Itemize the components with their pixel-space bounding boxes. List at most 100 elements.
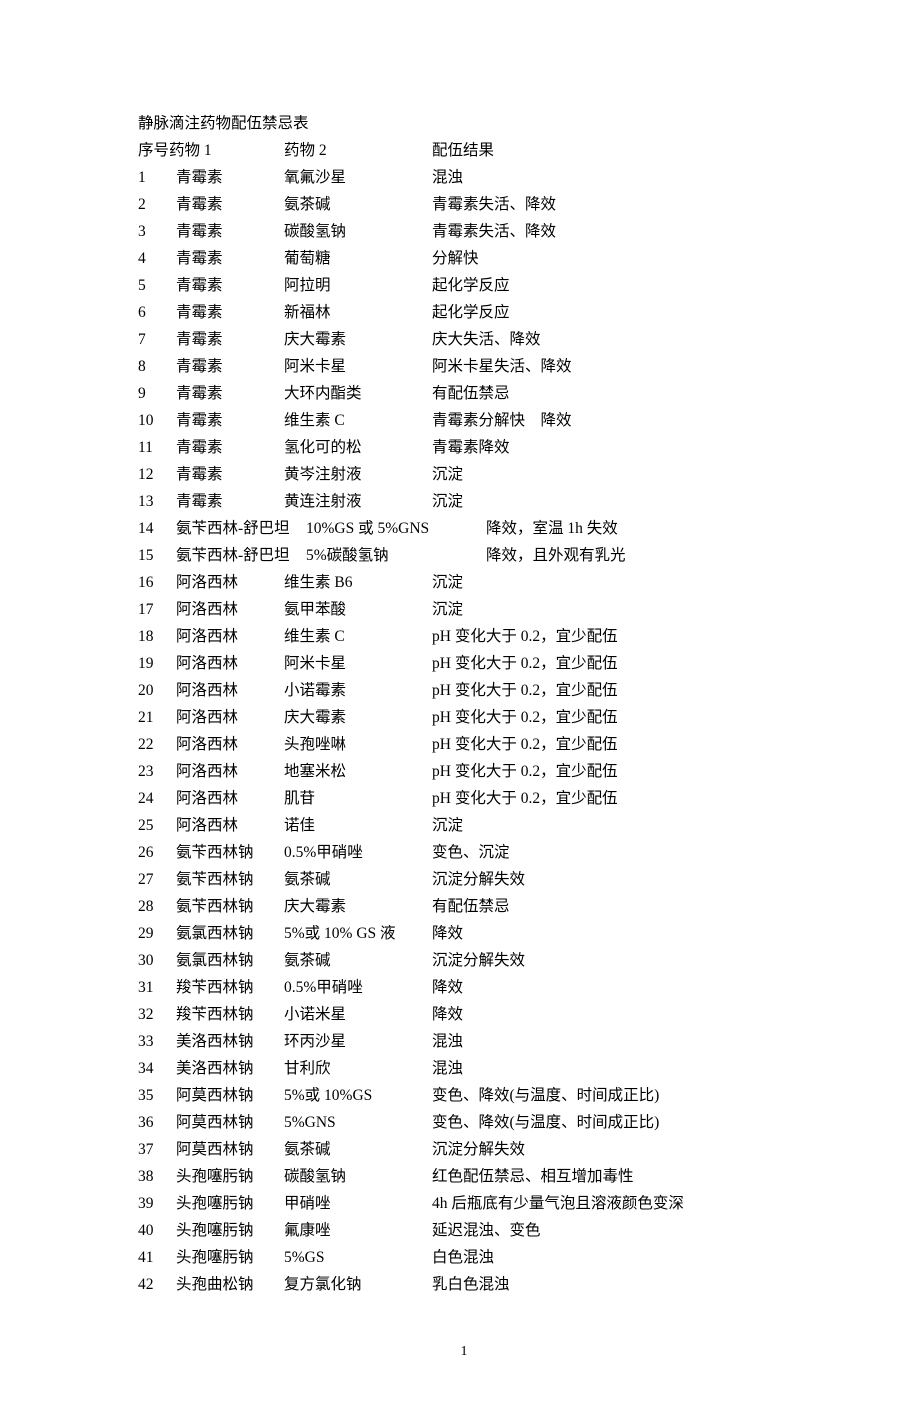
table-row: 19阿洛西林阿米卡星pH 变化大于 0.2，宜少配伍 [138,650,790,677]
table-row: 33美洛西林钠环丙沙星混浊 [138,1028,790,1055]
row-result: 沉淀 [432,812,790,839]
document-page: 静脉滴注药物配伍禁忌表 序号药物 1 药物 2 配伍结果 1青霉素氧氟沙星混浊2… [0,0,920,1425]
table-row: 16阿洛西林维生素 B6沉淀 [138,569,790,596]
table-row: 41头孢噻肟钠5%GS白色混浊 [138,1244,790,1271]
row-drug1: 青霉素 [176,272,284,299]
row-number: 25 [138,812,176,839]
row-drug1: 阿洛西林 [176,650,284,677]
row-result: 延迟混浊、变色 [432,1217,790,1244]
row-drug2: 黄连注射液 [284,488,432,515]
row-result: 青霉素分解快 降效 [432,407,790,434]
row-number: 21 [138,704,176,731]
table-row: 21阿洛西林庆大霉素pH 变化大于 0.2，宜少配伍 [138,704,790,731]
table-row: 8青霉素阿米卡星阿米卡星失活、降效 [138,353,790,380]
row-drug1: 头孢噻肟钠 [176,1163,284,1190]
row-result: 变色、降效(与温度、时间成正比) [432,1082,790,1109]
document-title: 静脉滴注药物配伍禁忌表 [138,110,790,137]
row-drug1: 青霉素 [176,407,284,434]
row-result: 乳白色混浊 [432,1271,790,1298]
row-drug1: 氨苄西林钠 [176,839,284,866]
row-drug2: 黄岑注射液 [284,461,432,488]
row-number: 29 [138,920,176,947]
row-number: 24 [138,785,176,812]
row-drug1: 青霉素 [176,218,284,245]
row-number: 12 [138,461,176,488]
row-drug2: 庆大霉素 [284,326,432,353]
row-result: 混浊 [432,1055,790,1082]
row-drug2: 头孢唑啉 [284,731,432,758]
row-result: 沉淀 [432,461,790,488]
row-number: 40 [138,1217,176,1244]
row-result: 青霉素降效 [432,434,790,461]
row-number: 14 [138,515,176,542]
table-row: 35阿莫西林钠5%或 10%GS变色、降效(与温度、时间成正比) [138,1082,790,1109]
table-body: 1青霉素氧氟沙星混浊2青霉素氨茶碱青霉素失活、降效3青霉素碳酸氢钠青霉素失活、降… [138,164,790,1298]
row-drug1: 阿洛西林 [176,704,284,731]
row-drug1: 头孢曲松钠 [176,1271,284,1298]
row-number: 6 [138,299,176,326]
row-drug1: 青霉素 [176,434,284,461]
row-result: 阿米卡星失活、降效 [432,353,790,380]
row-drug2: 氟康唑 [284,1217,432,1244]
row-drug1: 阿洛西林 [176,677,284,704]
row-result: 沉淀 [432,569,790,596]
row-drug2: 葡萄糖 [284,245,432,272]
row-number: 4 [138,245,176,272]
row-drug1: 阿洛西林 [176,731,284,758]
table-row: 23阿洛西林地塞米松pH 变化大于 0.2，宜少配伍 [138,758,790,785]
row-drug1: 阿莫西林钠 [176,1136,284,1163]
table-row: 37阿莫西林钠氨茶碱沉淀分解失效 [138,1136,790,1163]
row-drug2: 维生素 C [284,407,432,434]
table-row: 30氨氯西林钠氨茶碱沉淀分解失效 [138,947,790,974]
row-drug2: 肌苷 [284,785,432,812]
row-number: 32 [138,1001,176,1028]
table-row: 26氨苄西林钠0.5%甲硝唑变色、沉淀 [138,839,790,866]
row-number: 41 [138,1244,176,1271]
row-number: 37 [138,1136,176,1163]
row-drug1: 羧苄西林钠 [176,1001,284,1028]
row-number: 7 [138,326,176,353]
row-number: 30 [138,947,176,974]
row-drug2: 10%GS 或 5%GNS [306,515,486,542]
row-drug1: 阿洛西林 [176,596,284,623]
table-row: 3青霉素碳酸氢钠青霉素失活、降效 [138,218,790,245]
header-num-drug1-text: 序号药物 1 [138,137,284,164]
table-row: 17阿洛西林氨甲苯酸沉淀 [138,596,790,623]
row-drug2: 氨茶碱 [284,947,432,974]
row-drug1: 美洛西林钠 [176,1055,284,1082]
row-result: 降效 [432,920,790,947]
row-number: 11 [138,434,176,461]
row-drug2: 碳酸氢钠 [284,218,432,245]
row-result: 降效 [432,1001,790,1028]
row-drug2: 氨茶碱 [284,191,432,218]
table-row: 25阿洛西林诺佳沉淀 [138,812,790,839]
row-drug2: 庆大霉素 [284,704,432,731]
row-result: 沉淀 [432,596,790,623]
table-row: 38头孢噻肟钠碳酸氢钠红色配伍禁忌、相互增加毒性 [138,1163,790,1190]
header-result: 配伍结果 [432,137,790,164]
row-result: 分解快 [432,245,790,272]
row-drug1: 青霉素 [176,245,284,272]
row-drug1: 氨苄西林-舒巴坦 [176,542,306,569]
row-result: 青霉素失活、降效 [432,191,790,218]
table-row: 27氨苄西林钠氨茶碱沉淀分解失效 [138,866,790,893]
row-drug1: 头孢噻肟钠 [176,1217,284,1244]
table-row: 22阿洛西林头孢唑啉pH 变化大于 0.2，宜少配伍 [138,731,790,758]
row-number: 22 [138,731,176,758]
row-drug1: 阿洛西林 [176,758,284,785]
row-number: 35 [138,1082,176,1109]
row-number: 31 [138,974,176,1001]
table-row: 12青霉素黄岑注射液沉淀 [138,461,790,488]
row-drug1: 氨苄西林钠 [176,866,284,893]
row-drug1: 氨氯西林钠 [176,920,284,947]
row-drug2: 氨茶碱 [284,866,432,893]
row-drug2: 复方氯化钠 [284,1271,432,1298]
table-row: 13青霉素黄连注射液沉淀 [138,488,790,515]
page-number: 1 [138,1338,790,1365]
table-row: 28氨苄西林钠庆大霉素有配伍禁忌 [138,893,790,920]
row-result: 降效，室温 1h 失效 [486,515,790,542]
table-row: 18阿洛西林维生素 CpH 变化大于 0.2，宜少配伍 [138,623,790,650]
row-drug2: 阿拉明 [284,272,432,299]
row-drug1: 阿洛西林 [176,785,284,812]
table-row: 42头孢曲松钠复方氯化钠乳白色混浊 [138,1271,790,1298]
